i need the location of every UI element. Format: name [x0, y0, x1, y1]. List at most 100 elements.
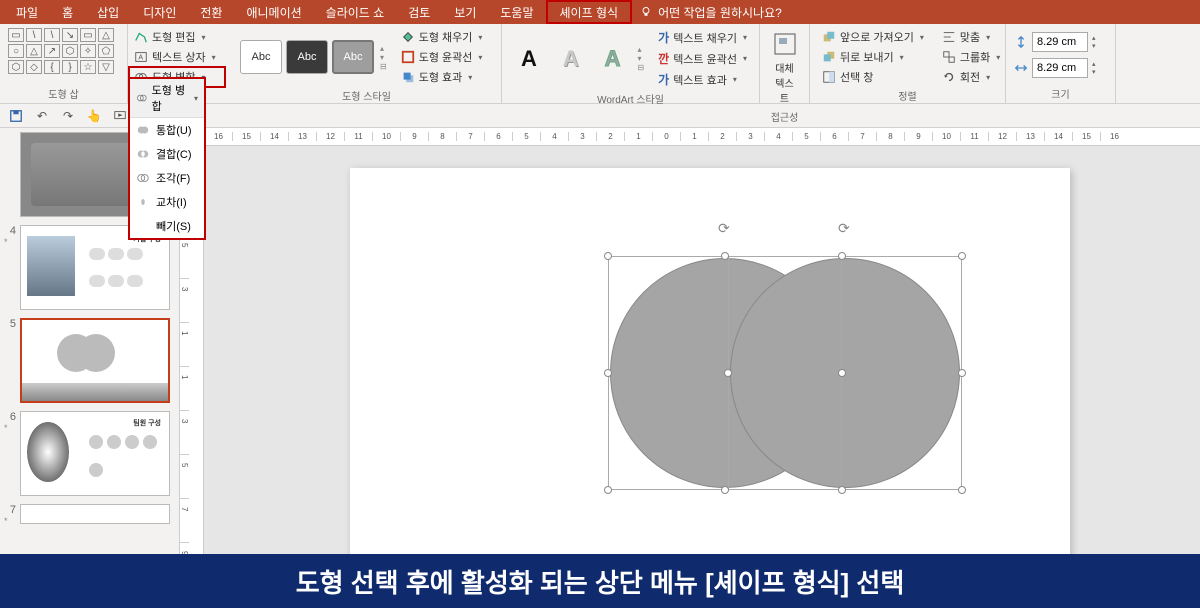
tab-transitions[interactable]: 전환: [188, 0, 234, 24]
tab-view[interactable]: 보기: [442, 0, 488, 24]
group-icon: [942, 50, 956, 64]
align-button[interactable]: 맞춤▾: [938, 28, 1004, 46]
sel-handle[interactable]: [958, 369, 966, 377]
thumb-item-5[interactable]: 5: [4, 318, 175, 403]
group-insert-shapes: ▭\\↘▭△ ○△↗⬡✧⬠ ⬡◇{}☆▽ 도형 삽: [0, 24, 128, 103]
lightbulb-icon: [640, 6, 652, 18]
height-input[interactable]: [1032, 32, 1088, 52]
rotate-handle-1[interactable]: ⟳: [718, 220, 734, 236]
tab-home[interactable]: 홈: [50, 0, 85, 24]
shape-fill-button[interactable]: 도형 채우기▾: [397, 28, 487, 46]
send-backward-button[interactable]: 뒤로 보내기▾: [818, 48, 928, 66]
group-shape-styles-label: 도형 스타일: [240, 86, 493, 103]
sel-handle[interactable]: [721, 486, 729, 494]
merge-intersect[interactable]: 교차(I): [130, 190, 204, 214]
group-arrange: 앞으로 가져오기▾ 뒤로 보내기▾ 선택 창 맞춤▾ 그룹화▾ 회전▾ 정렬: [810, 24, 1006, 103]
text-outline-button[interactable]: 깐텍스트 윤곽선▾: [654, 49, 751, 68]
tab-slideshow[interactable]: 슬라이드 쇼: [314, 0, 397, 24]
effects-icon: [401, 70, 415, 84]
group-accessibility-label: 접근성: [768, 107, 801, 124]
bring-forward-button[interactable]: 앞으로 가져오기▾: [818, 28, 928, 46]
shapes-palette[interactable]: ▭\\↘▭△ ○△↗⬡✧⬠ ⬡◇{}☆▽: [8, 28, 114, 74]
tab-file[interactable]: 파일: [4, 0, 50, 24]
merge-union[interactable]: 통합(U): [130, 118, 204, 142]
sel-handle[interactable]: [604, 486, 612, 494]
sel-handle[interactable]: [724, 369, 732, 377]
shape-effects-button[interactable]: 도형 효과▾: [397, 68, 487, 86]
alt-text-button[interactable]: 대체 텍스트: [768, 28, 801, 107]
tab-review[interactable]: 검토: [396, 0, 442, 24]
shape-outline-button[interactable]: 도형 윤곽선▾: [397, 48, 487, 66]
wordart-preset-3[interactable]: A: [594, 42, 632, 76]
tab-design[interactable]: 디자인: [131, 0, 188, 24]
group-accessibility: 대체 텍스트 접근성: [760, 24, 810, 103]
sel-handle[interactable]: [721, 252, 729, 260]
edit-shape-button[interactable]: 도형 편집▾: [130, 28, 224, 46]
merge-fragment[interactable]: 조각(F): [130, 166, 204, 190]
group-size-label: 크기: [1014, 84, 1107, 101]
sel-handle[interactable]: [604, 252, 612, 260]
group-wordart-label: WordArt 스타일: [510, 89, 751, 106]
touch-mode-button[interactable]: 👆: [86, 108, 102, 124]
rotate-button[interactable]: 회전▾: [938, 68, 1004, 86]
tellme[interactable]: 어떤 작업을 원하시나요?: [640, 4, 782, 21]
send-backward-icon: [822, 50, 836, 64]
group-button[interactable]: 그룹화▾: [938, 48, 1004, 66]
canvas: 1615141312111098765432101234567891011121…: [180, 128, 1200, 554]
group-wordart-styles: A A A ▴▾⊟ 가텍스트 채우기▾ 깐텍스트 윤곽선▾ 가텍스트 효과▾ W…: [502, 24, 760, 103]
menubar: 파일 홈 삽입 디자인 전환 애니메이션 슬라이드 쇼 검토 보기 도움말 셰이…: [0, 0, 1200, 24]
group-shape-styles: Abc Abc Abc ▴▾⊟ 도형 채우기▾ 도형 윤곽선▾ 도형 효과▾ 도…: [232, 24, 502, 103]
text-box-button[interactable]: A 텍스트 상자▾: [130, 48, 224, 66]
save-icon: [9, 109, 23, 123]
text-fill-button[interactable]: 가텍스트 채우기▾: [654, 28, 751, 47]
sel-handle[interactable]: [604, 369, 612, 377]
width-spinner[interactable]: ▴▾: [1014, 58, 1107, 78]
merge-subtract[interactable]: 빼기(S): [130, 214, 204, 238]
group-insert-shapes-label: 도형 삽: [8, 84, 119, 101]
outline-icon: [401, 50, 415, 64]
sel-handle[interactable]: [838, 369, 846, 377]
merge-dropdown-header: 도형 병합▾: [130, 79, 204, 118]
tab-animations[interactable]: 애니메이션: [234, 0, 313, 24]
sel-handle[interactable]: [958, 486, 966, 494]
thumb-item-7[interactable]: 7*: [4, 504, 175, 526]
play-icon: [113, 109, 127, 123]
height-icon: [1014, 35, 1028, 49]
save-button[interactable]: [8, 108, 24, 124]
tab-help[interactable]: 도움말: [488, 0, 545, 24]
wordart-preset-2[interactable]: A: [552, 42, 590, 76]
width-icon: [1014, 61, 1028, 75]
height-spinner[interactable]: ▴▾: [1014, 32, 1107, 52]
svg-text:A: A: [138, 55, 143, 62]
selection-pane-button[interactable]: 선택 창: [818, 68, 928, 86]
undo-button[interactable]: ↶: [34, 108, 50, 124]
rotate-icon: [942, 70, 956, 84]
style-preset-1[interactable]: Abc: [240, 40, 282, 74]
sel-handle[interactable]: [838, 486, 846, 494]
edit-shape-icon: [134, 30, 148, 44]
tab-insert[interactable]: 삽입: [85, 0, 131, 24]
width-input[interactable]: [1032, 58, 1088, 78]
style-preset-2[interactable]: Abc: [286, 40, 328, 74]
redo-button[interactable]: ↷: [60, 108, 76, 124]
instruction-caption: 도형 선택 후에 활성화 되는 상단 메뉴 [셰이프 형식] 선택: [0, 554, 1200, 608]
text-effects-button[interactable]: 가텍스트 효과▾: [654, 70, 751, 89]
sel-handle[interactable]: [838, 252, 846, 260]
align-icon: [942, 30, 956, 44]
merge-shapes-dropdown: 도형 병합▾ 통합(U) 결합(C) 조각(F) 교차(I) 빼기(S): [128, 77, 206, 240]
sel-handle[interactable]: [958, 252, 966, 260]
thumb-item-6[interactable]: 6* 팀원 구성: [4, 411, 175, 496]
text-box-icon: A: [134, 50, 148, 64]
merge-icon: [136, 91, 148, 105]
merge-combine[interactable]: 결합(C): [130, 142, 204, 166]
tab-shape-format[interactable]: 셰이프 형식: [546, 0, 633, 24]
wordart-preset-1[interactable]: A: [510, 42, 548, 76]
tellme-text: 어떤 작업을 원하시나요?: [658, 4, 782, 21]
group-arrange-label: 정렬: [818, 86, 997, 103]
rotate-handle-2[interactable]: ⟳: [838, 220, 854, 236]
group-size: ▴▾ ▴▾ 크기: [1006, 24, 1116, 103]
selection-pane-icon: [822, 70, 836, 84]
style-preset-3[interactable]: Abc: [332, 40, 374, 74]
start-slideshow-button[interactable]: [112, 108, 128, 124]
slide[interactable]: ⟳ ⟳: [350, 168, 1070, 554]
